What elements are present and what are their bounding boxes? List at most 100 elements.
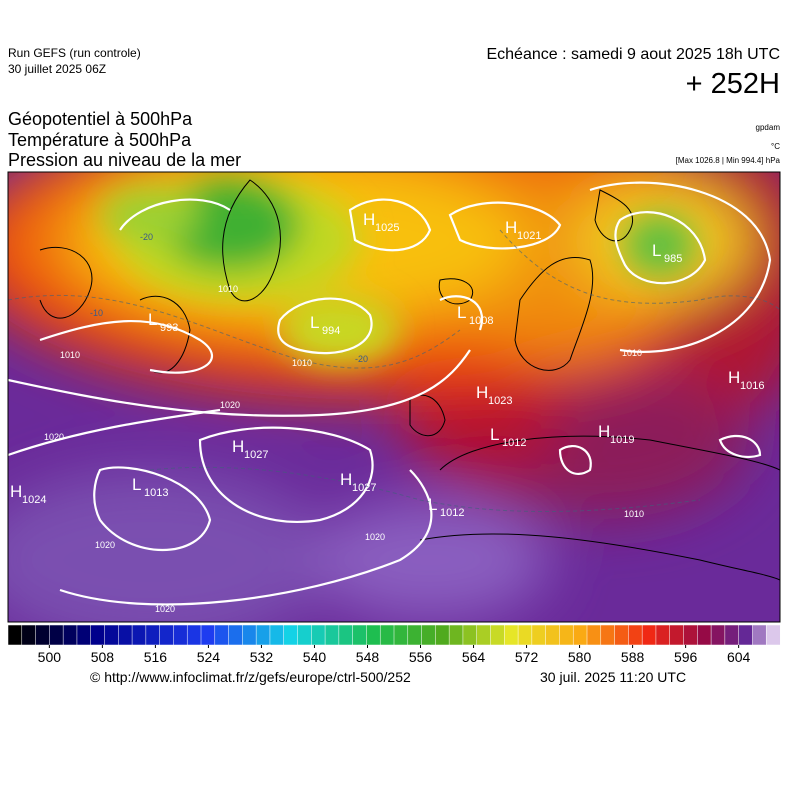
colorbar-swatch xyxy=(683,624,698,646)
colorbar-swatch xyxy=(324,624,340,646)
colorbar-swatch xyxy=(7,624,23,646)
colorbar-tick-label: 548 xyxy=(356,649,380,665)
center-pressure: 1027 xyxy=(352,482,376,494)
colorbar-swatch xyxy=(531,624,547,646)
colorbar-swatch xyxy=(421,624,436,646)
colorbar-swatch xyxy=(462,624,478,646)
center-pressure: 1012 xyxy=(502,437,526,449)
colorbar-swatch xyxy=(697,624,712,646)
isobar-label: 1010 xyxy=(218,284,238,294)
colorbar-tick-label: 604 xyxy=(727,649,751,665)
colorbar-tick-label: 572 xyxy=(515,649,539,665)
colorbar-tick-label: 596 xyxy=(674,649,698,665)
isobar-label: 1020 xyxy=(44,432,64,442)
colorbar-swatch xyxy=(752,624,767,646)
center-pressure: 1025 xyxy=(375,222,399,234)
colorbar-swatch xyxy=(186,624,202,646)
isobar-label: 1010 xyxy=(624,509,644,519)
colorbar-tick-label: 556 xyxy=(409,649,433,665)
colorbar-swatch xyxy=(49,624,64,646)
field-title: Pression au niveau de la mer xyxy=(8,150,242,170)
unit-label: °C xyxy=(771,142,780,151)
colorbar-swatch xyxy=(228,624,243,646)
colorbar-swatch xyxy=(545,624,560,646)
colorbar-swatch xyxy=(76,624,92,646)
center-letter: L xyxy=(490,425,499,444)
unit-label: [Max 1026.8 | Min 994.4] hPa xyxy=(675,156,780,165)
center-letter: H xyxy=(505,218,517,237)
center-letter: H xyxy=(363,210,375,229)
colorbar-swatch xyxy=(145,624,161,646)
center-letter: H xyxy=(340,470,352,489)
colorbar-swatch xyxy=(710,624,726,646)
colorbar-swatch xyxy=(366,624,381,646)
center-letter: L xyxy=(132,475,141,494)
colorbar-swatch xyxy=(407,624,423,646)
colorbar-tick-label: 508 xyxy=(91,649,115,665)
run-label: Run GEFS (run controle) xyxy=(8,46,141,60)
colorbar-swatch xyxy=(283,624,299,646)
center-pressure: 1012 xyxy=(440,507,464,519)
colorbar-swatch xyxy=(517,624,533,646)
colorbar-swatch xyxy=(628,624,643,646)
colorbar-swatch xyxy=(173,624,188,646)
center-letter: H xyxy=(476,383,488,402)
colorbar-swatch xyxy=(448,624,464,646)
colorbar-tick-label: 532 xyxy=(250,649,274,665)
run-date: 30 juillet 2025 06Z xyxy=(8,62,107,76)
colorbar-swatch xyxy=(242,624,257,646)
colorbar-swatch xyxy=(200,624,216,646)
center-letter: H xyxy=(728,368,740,387)
colorbar-tick-label: 516 xyxy=(144,649,168,665)
colorbar-swatch xyxy=(352,624,367,646)
center-pressure: 1027 xyxy=(244,449,268,461)
colorbar-swatch xyxy=(379,624,395,646)
isobar-label: 1020 xyxy=(365,532,385,542)
center-pressure: 1013 xyxy=(144,487,168,499)
field-title: Température à 500hPa xyxy=(8,130,192,150)
center-pressure: 1019 xyxy=(610,434,634,446)
colorbar-swatch xyxy=(600,624,616,646)
source-url: © http://www.infoclimat.fr/z/gefs/europe… xyxy=(90,669,411,685)
colorbar-swatch xyxy=(490,624,505,646)
colorbar-swatch xyxy=(35,624,50,646)
center-letter: L xyxy=(148,310,157,329)
colorbar-tick-label: 540 xyxy=(303,649,327,665)
isobar-label: 1010 xyxy=(622,348,642,358)
colorbar-swatch xyxy=(641,624,657,646)
colorbar-tick-label: 500 xyxy=(38,649,62,665)
isobar-label: 1020 xyxy=(95,540,115,550)
center-pressure: 1024 xyxy=(22,494,46,506)
center-letter: L xyxy=(310,313,319,332)
colorbar-swatch xyxy=(669,624,685,646)
isobar-label: 1010 xyxy=(60,350,80,360)
colorbar-swatch xyxy=(765,624,781,646)
center-pressure: 1008 xyxy=(469,315,493,327)
colorbar-swatch xyxy=(118,624,133,646)
field-shading xyxy=(8,172,780,622)
colorbar-swatch xyxy=(614,624,629,646)
center-letter: H xyxy=(598,422,610,441)
colorbar-tick-label: 524 xyxy=(197,649,221,665)
map-frame xyxy=(7,171,781,623)
colorbar-swatch xyxy=(655,624,671,646)
isobar-label: 1020 xyxy=(220,400,240,410)
generated-time: 30 juil. 2025 11:20 UTC xyxy=(540,669,687,685)
unit-label: gpdam xyxy=(755,123,780,132)
temperature-label: -10 xyxy=(90,308,103,318)
center-letter: L xyxy=(652,241,661,260)
colorbar-swatch xyxy=(255,624,271,646)
colorbar-swatch xyxy=(90,624,106,646)
lead-time: + 252H xyxy=(685,68,780,100)
center-pressure: 994 xyxy=(322,325,340,337)
colorbar-swatch xyxy=(504,624,519,646)
colorbar-swatch xyxy=(159,624,174,646)
colorbar-swatch xyxy=(104,624,119,646)
colorbar-swatch xyxy=(131,624,147,646)
isobar-label: 1010 xyxy=(292,358,312,368)
colorbar-swatch xyxy=(214,624,230,646)
center-pressure: 1023 xyxy=(488,395,512,407)
colorbar-swatch xyxy=(738,624,753,646)
temperature-label: -20 xyxy=(140,232,153,242)
